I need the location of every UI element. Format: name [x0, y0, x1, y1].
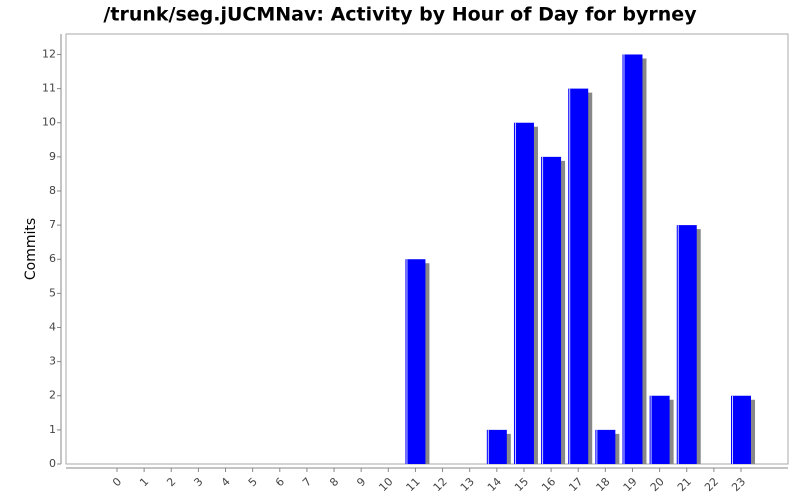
y-tick-label: 5: [49, 286, 56, 299]
bar: [486, 429, 507, 464]
x-tick-label: 12: [431, 475, 450, 494]
x-tick-label: 13: [458, 475, 477, 494]
x-tick-label: 20: [648, 475, 667, 494]
y-tick-label: 11: [42, 82, 56, 95]
y-tick-label: 1: [49, 423, 56, 436]
y-tick-label: 9: [49, 150, 56, 163]
x-tick-label: 11: [404, 475, 423, 494]
y-tick-label: 6: [49, 252, 56, 265]
bar: [731, 395, 751, 464]
x-tick-label: 18: [593, 475, 612, 494]
x-tick-label: 5: [246, 475, 260, 489]
y-axis-label: Commits: [23, 218, 39, 280]
x-tick-label: 10: [376, 475, 395, 494]
y-tick-label: 4: [49, 320, 56, 333]
x-tick-label: 4: [219, 475, 233, 489]
y-tick-label: 7: [49, 218, 56, 231]
x-tick-label: 22: [702, 475, 721, 494]
bar: [676, 225, 697, 464]
x-tick-label: 16: [539, 475, 558, 494]
bar: [405, 259, 426, 464]
x-tick-label: 17: [566, 475, 585, 494]
bar: [541, 156, 562, 464]
x-tick-label: 2: [164, 475, 178, 489]
x-tick-label: 6: [273, 475, 287, 489]
bar: [513, 122, 534, 464]
x-tick-label: 14: [485, 475, 504, 494]
x-tick-label: 3: [191, 475, 205, 489]
y-tick-label: 12: [42, 47, 56, 60]
bar: [595, 429, 616, 464]
chart-title: /trunk/seg.jUCMNav: Activity by Hour of …: [103, 4, 697, 26]
bar: [649, 395, 670, 464]
x-tick-label: 21: [675, 475, 694, 494]
x-tick-label: 15: [512, 475, 531, 494]
x-tick-label: 9: [354, 475, 368, 489]
bar: [568, 88, 589, 464]
x-tick-label: 8: [327, 475, 341, 489]
x-tick-label: 0: [110, 475, 124, 489]
x-tick-label: 19: [621, 475, 640, 494]
x-tick-label: 1: [137, 475, 151, 489]
y-tick-label: 0: [49, 457, 56, 470]
bar: [622, 54, 643, 464]
y-tick-label: 8: [49, 184, 56, 197]
y-tick-label: 3: [49, 355, 56, 368]
y-tick-label: 10: [42, 116, 56, 129]
x-tick-label: 7: [300, 475, 314, 489]
x-tick-label: 23: [729, 475, 748, 494]
y-tick-label: 2: [49, 389, 56, 402]
